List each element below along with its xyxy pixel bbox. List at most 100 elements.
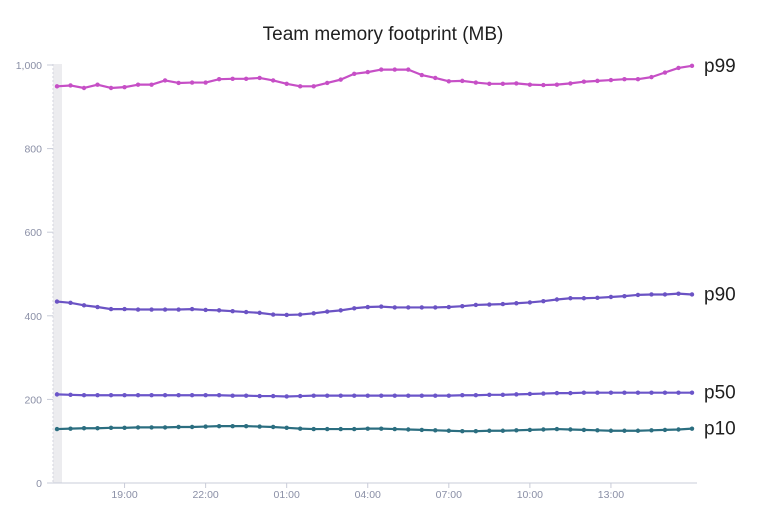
data-point bbox=[95, 393, 100, 398]
data-point bbox=[514, 81, 519, 86]
data-point bbox=[379, 426, 384, 431]
data-point bbox=[622, 293, 627, 299]
data-point bbox=[554, 297, 560, 302]
data-point bbox=[243, 423, 249, 429]
data-point bbox=[487, 81, 492, 87]
data-point bbox=[433, 75, 438, 81]
data-point bbox=[189, 80, 195, 85]
data-point bbox=[216, 423, 222, 429]
data-point bbox=[162, 78, 168, 83]
data-point bbox=[649, 390, 654, 395]
data-point bbox=[379, 67, 384, 72]
data-point bbox=[514, 301, 519, 306]
data-point bbox=[527, 300, 533, 305]
data-point bbox=[379, 304, 384, 309]
data-point bbox=[176, 424, 181, 430]
data-point bbox=[392, 67, 397, 72]
data-point bbox=[108, 85, 114, 91]
data-point bbox=[649, 428, 654, 433]
series-line bbox=[55, 425, 694, 433]
data-point bbox=[81, 426, 87, 431]
data-point bbox=[500, 428, 506, 433]
series-label-p90: p90 bbox=[704, 284, 736, 305]
data-point bbox=[473, 393, 479, 398]
data-point bbox=[622, 428, 627, 433]
data-point bbox=[297, 84, 303, 89]
data-point bbox=[284, 425, 289, 431]
data-point bbox=[608, 390, 614, 395]
data-point bbox=[352, 71, 357, 76]
chart-title: Team memory footprint (MB) bbox=[262, 24, 504, 45]
data-point bbox=[581, 296, 587, 301]
data-point bbox=[419, 427, 424, 433]
data-point bbox=[568, 427, 573, 432]
data-point bbox=[216, 77, 222, 82]
series-line bbox=[55, 391, 694, 398]
data-point bbox=[176, 307, 181, 312]
data-point bbox=[446, 393, 452, 398]
data-point bbox=[514, 392, 519, 397]
data-point bbox=[149, 393, 154, 398]
plot-start-band bbox=[53, 64, 62, 483]
data-point bbox=[338, 77, 343, 82]
data-point bbox=[676, 427, 681, 432]
data-point bbox=[54, 299, 60, 304]
data-point bbox=[81, 393, 87, 398]
data-point bbox=[365, 304, 370, 310]
data-point bbox=[68, 83, 73, 88]
data-point bbox=[473, 428, 479, 434]
data-point bbox=[662, 70, 668, 75]
series-p50 bbox=[54, 390, 695, 399]
data-point bbox=[189, 393, 195, 398]
data-point bbox=[122, 393, 127, 398]
data-point bbox=[230, 423, 235, 429]
data-point bbox=[473, 302, 479, 308]
y-axis: 0 200 400 600 800 1,000 bbox=[16, 60, 53, 490]
data-point bbox=[608, 77, 614, 83]
data-point bbox=[297, 312, 303, 317]
data-point bbox=[676, 291, 681, 296]
data-point bbox=[406, 305, 411, 310]
data-point bbox=[68, 392, 73, 398]
x-tick-label: 10:00 bbox=[517, 489, 543, 501]
data-point bbox=[514, 428, 519, 433]
y-tick-label: 800 bbox=[24, 144, 42, 156]
data-point bbox=[203, 80, 208, 85]
data-point bbox=[54, 392, 60, 397]
data-point bbox=[352, 426, 357, 432]
y-tick-label: 0 bbox=[36, 478, 42, 490]
data-point bbox=[446, 304, 452, 310]
data-point bbox=[622, 390, 627, 395]
data-point bbox=[608, 428, 614, 433]
data-point bbox=[500, 81, 506, 87]
data-point bbox=[676, 390, 681, 395]
data-point bbox=[284, 81, 289, 87]
data-point bbox=[689, 292, 695, 297]
series-labels: p99 p90 p50 p10 bbox=[704, 56, 736, 440]
data-point bbox=[108, 306, 114, 312]
data-point bbox=[433, 428, 438, 433]
data-point bbox=[365, 69, 370, 75]
y-tick-label: 200 bbox=[24, 394, 42, 406]
data-point bbox=[419, 393, 424, 398]
data-point bbox=[649, 292, 654, 297]
data-point bbox=[446, 79, 452, 84]
data-point bbox=[257, 393, 262, 399]
data-point bbox=[203, 424, 208, 429]
data-point bbox=[527, 391, 533, 397]
data-point bbox=[95, 82, 100, 87]
data-point bbox=[95, 304, 100, 310]
data-point bbox=[311, 426, 316, 432]
data-point bbox=[270, 312, 276, 317]
data-point bbox=[243, 309, 249, 315]
data-point bbox=[689, 426, 695, 431]
data-point bbox=[635, 77, 641, 82]
data-point bbox=[419, 72, 424, 78]
data-point bbox=[379, 393, 384, 398]
data-point bbox=[527, 82, 533, 87]
data-point bbox=[581, 79, 587, 84]
x-tick-label: 01:00 bbox=[274, 489, 300, 501]
data-point bbox=[406, 427, 411, 432]
data-point bbox=[176, 393, 181, 398]
data-point bbox=[162, 307, 168, 312]
